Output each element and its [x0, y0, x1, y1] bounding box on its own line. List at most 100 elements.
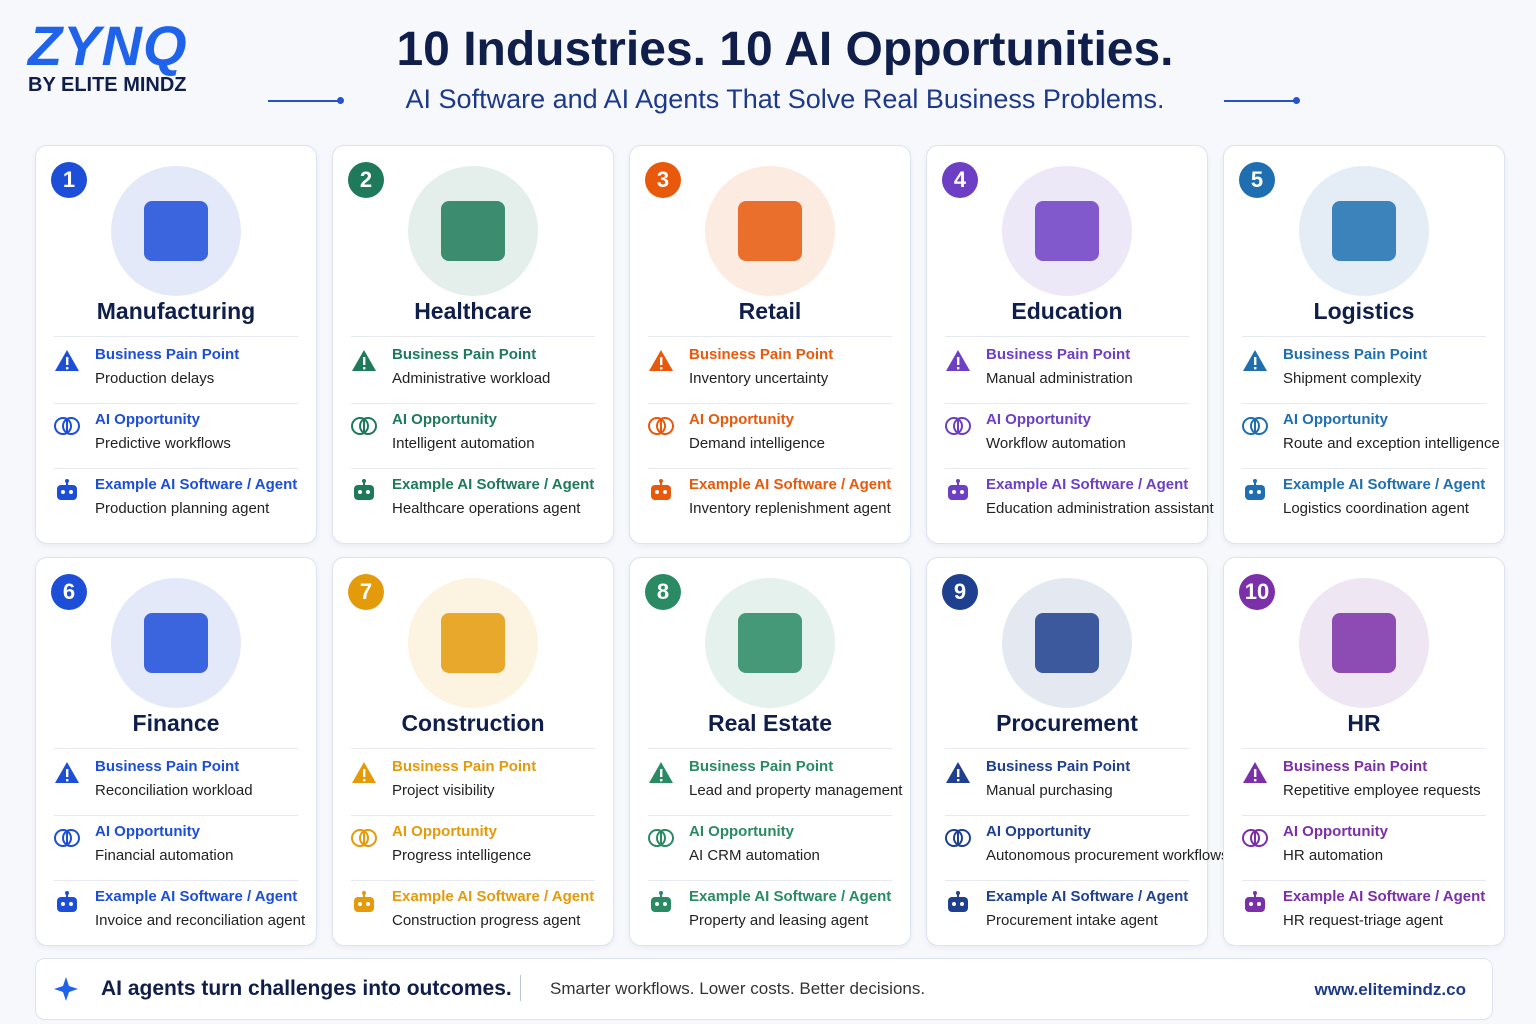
card-number: 2 [348, 162, 384, 198]
section-text: Logistics coordination agent [1283, 500, 1469, 517]
section-text: Administrative workload [392, 370, 551, 387]
section-text: Production delays [95, 370, 215, 387]
section-label: AI Opportunity [986, 823, 1091, 840]
section-label: AI Opportunity [689, 411, 794, 428]
divider [54, 336, 298, 337]
decor-line [268, 100, 340, 102]
section-label: Business Pain Point [392, 758, 537, 775]
section-text: HR request-triage agent [1283, 912, 1444, 929]
card-number: 3 [645, 162, 681, 198]
illustration [144, 613, 208, 673]
divider [54, 468, 298, 469]
card-number: 6 [51, 574, 87, 610]
robot-icon [1245, 479, 1265, 500]
divider [648, 468, 892, 469]
section-text: Invoice and reconciliation agent [95, 912, 306, 929]
footer: AI agents turn challenges into outcomes.… [35, 958, 1493, 1020]
card-title: Retail [738, 298, 802, 324]
section-label: AI Opportunity [392, 823, 497, 840]
illustration [1035, 613, 1099, 673]
card-title: Real Estate [707, 710, 832, 736]
divider [1242, 815, 1486, 816]
section-text: Production planning agent [95, 500, 270, 517]
section-label: Business Pain Point [986, 346, 1131, 363]
divider [54, 880, 298, 881]
warning-icon [352, 350, 376, 371]
section-label: Business Pain Point [1283, 758, 1428, 775]
section-label: AI Opportunity [689, 823, 794, 840]
divider [945, 403, 1189, 404]
section-label: Business Pain Point [689, 346, 834, 363]
divider [945, 468, 1189, 469]
warning-icon [55, 762, 79, 783]
section-label: Example AI Software / Agent [986, 888, 1189, 905]
illustration [1332, 201, 1396, 261]
illustration [441, 201, 505, 261]
section-label: AI Opportunity [95, 823, 200, 840]
robot-icon [948, 479, 968, 500]
section-label: Business Pain Point [95, 758, 240, 775]
brain-icon [351, 829, 377, 847]
brain-icon [54, 829, 80, 847]
footer-url[interactable]: www.elitemindz.co [1314, 980, 1466, 999]
section-label: Business Pain Point [689, 758, 834, 775]
decor-line [1224, 100, 1296, 102]
brain-icon [648, 417, 674, 435]
decor-dot [1293, 97, 1300, 104]
section-text: Financial automation [95, 847, 234, 864]
divider [351, 403, 595, 404]
card-number: 8 [645, 574, 681, 610]
section-label: Example AI Software / Agent [95, 888, 298, 905]
brain-icon [648, 829, 674, 847]
brain-icon [54, 417, 80, 435]
divider [351, 880, 595, 881]
section-label: Example AI Software / Agent [689, 888, 892, 905]
card-number: 1 [51, 162, 87, 198]
card-title: HR [1347, 710, 1381, 736]
section-text: Reconciliation workload [95, 782, 253, 799]
divider [648, 880, 892, 881]
robot-icon [948, 891, 968, 912]
divider [648, 403, 892, 404]
brain-icon [945, 417, 971, 435]
section-text: Progress intelligence [392, 847, 532, 864]
industry-card: 7 Construction Business Pain Point Project … [332, 557, 614, 946]
brain-icon [1242, 829, 1268, 847]
illustration [144, 201, 208, 261]
section-text: Repetitive employee requests [1283, 782, 1481, 799]
section-label: Business Pain Point [392, 346, 537, 363]
illustration [441, 613, 505, 673]
divider [1242, 336, 1486, 337]
section-label: AI Opportunity [392, 411, 497, 428]
warning-icon [1243, 762, 1267, 783]
warning-icon [946, 762, 970, 783]
sparkle-icon [54, 977, 78, 1001]
section-text: AI CRM automation [689, 847, 820, 864]
card-title: Finance [132, 710, 220, 736]
industry-card: 4 Education Business Pain Point Manual admi… [926, 145, 1214, 544]
warning-icon [649, 350, 673, 371]
section-text: Inventory uncertainty [689, 370, 829, 387]
section-text: Demand intelligence [689, 435, 825, 452]
warning-icon [1243, 350, 1267, 371]
warning-icon [352, 762, 376, 783]
divider [1242, 403, 1486, 404]
robot-icon [57, 479, 77, 500]
divider [648, 336, 892, 337]
card-title: Procurement [996, 710, 1138, 736]
section-text: Inventory replenishment agent [689, 500, 891, 517]
section-label: Business Pain Point [1283, 346, 1428, 363]
section-text: Lead and property management [689, 782, 903, 799]
card-number: 4 [942, 162, 978, 198]
logo-subtitle: BY ELITE MINDZ [28, 74, 187, 96]
industry-card: 3 Retail Business Pain Point Inventory unce… [629, 145, 911, 544]
card-title: Healthcare [414, 298, 532, 324]
divider [945, 815, 1189, 816]
footer-headline: AI agents turn challenges into outcomes. [101, 977, 512, 1000]
warning-icon [946, 350, 970, 371]
robot-icon [57, 891, 77, 912]
footer-divider [520, 975, 521, 1001]
card-title: Education [1011, 298, 1123, 324]
card-title: Construction [401, 710, 545, 736]
